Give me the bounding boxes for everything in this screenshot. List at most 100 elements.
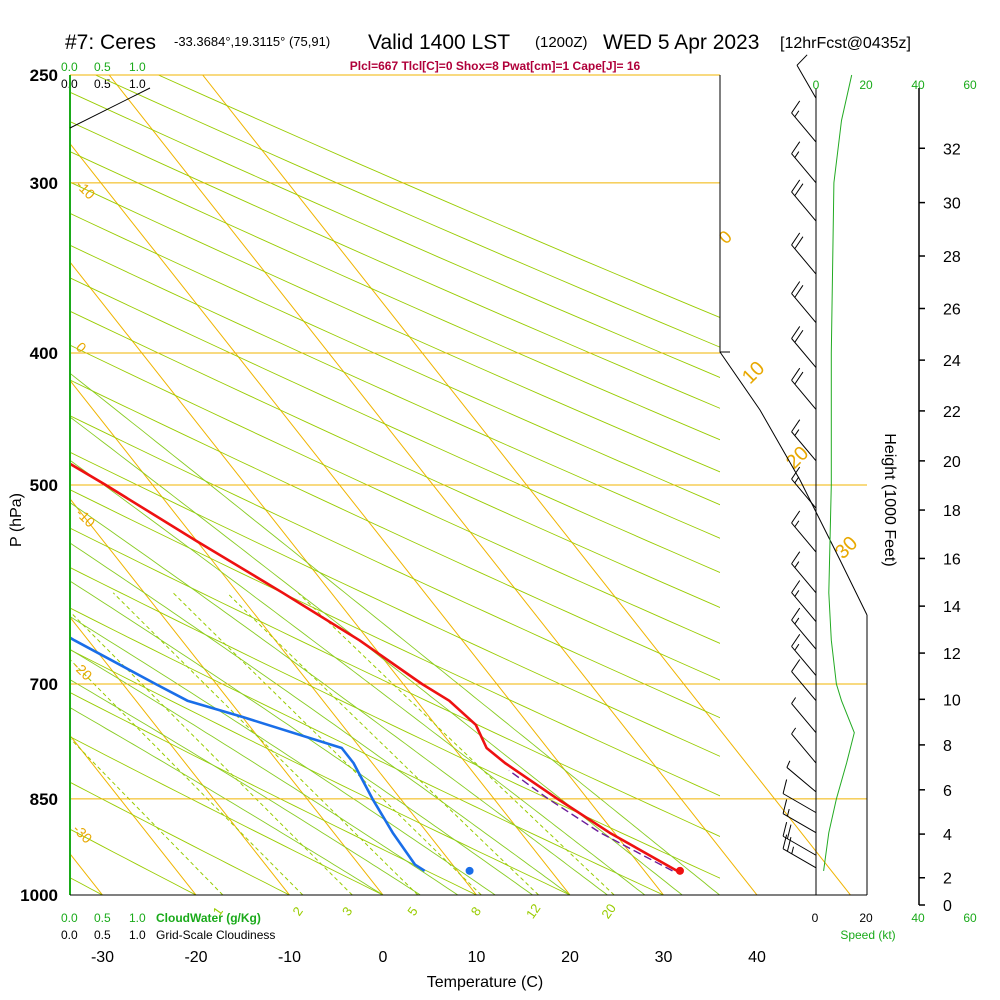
moist-adiabat xyxy=(70,580,533,895)
wind-barb xyxy=(791,367,817,410)
wind-barb-flag xyxy=(791,232,801,246)
cloudiness-label: Grid-Scale Cloudiness xyxy=(156,928,275,942)
speed-scale-bottom: 0 20 40 60 Speed (kt) xyxy=(812,911,977,942)
isotherm-line xyxy=(70,734,197,895)
bl-green-1: 0.5 xyxy=(94,911,111,925)
temperature-tick-label: 10 xyxy=(468,949,486,966)
wind-barb-half xyxy=(791,846,795,854)
dry-adiabat xyxy=(70,489,720,797)
mixing-ratio-label: 12 xyxy=(523,901,544,921)
wind-barb-flag xyxy=(794,183,804,197)
temperature-tick-label: 20 xyxy=(561,949,579,966)
wind-barb-staff xyxy=(782,793,817,814)
pressure-tick-label: 300 xyxy=(30,174,58,193)
wind-barb-staff xyxy=(791,671,817,702)
bl-black-0: 0.0 xyxy=(61,928,78,942)
station-coords: -33.3684°,19.3115° (75,91) xyxy=(174,34,330,49)
moist-adiabat xyxy=(70,542,571,895)
height-tick-label: 20 xyxy=(943,454,961,471)
wind-barb-half xyxy=(794,561,800,568)
wind-barb xyxy=(791,179,817,222)
dry-adiabat xyxy=(70,121,720,409)
wind-barb-half xyxy=(786,808,790,817)
moist-adiabat xyxy=(70,707,384,895)
stability-params: Plcl=667 Tlcl[C]=0 Shox=8 Pwat[cm]=1 Cap… xyxy=(350,59,641,73)
mixing-ratio-line xyxy=(70,737,224,895)
temperature-tick-label: -20 xyxy=(184,949,207,966)
zulu-time: (1200Z) xyxy=(535,34,588,51)
wind-barb-flag xyxy=(791,466,801,480)
wind-barb xyxy=(791,580,817,623)
wind-barb-flag xyxy=(791,326,801,339)
wind-barb xyxy=(782,821,817,856)
tl-green-2: 1.0 xyxy=(129,60,146,74)
dry-adiabat xyxy=(70,91,720,378)
wind-column xyxy=(782,54,855,871)
wind-barb-flag xyxy=(791,179,801,193)
height-tick-label: 28 xyxy=(943,249,961,266)
wind-barb-flag xyxy=(791,367,801,381)
height-tick-label: 30 xyxy=(943,196,961,213)
wind-barb-flag xyxy=(791,141,801,155)
height-tick-label: 6 xyxy=(943,783,952,800)
moist-adiabat xyxy=(70,679,421,895)
wind-barb xyxy=(782,834,817,869)
wind-barb-flag xyxy=(782,799,788,814)
mixing-ratio-line xyxy=(112,592,419,895)
wind-barb-flag xyxy=(794,329,804,343)
wind-barb-half xyxy=(791,697,797,704)
tl-green-1: 0.5 xyxy=(94,60,111,74)
wind-barb xyxy=(796,54,817,99)
wind-barb-flag xyxy=(782,779,788,794)
wind-barb-half xyxy=(794,520,800,528)
mixing-ratio-line xyxy=(70,610,353,895)
wind-barb xyxy=(786,760,817,793)
dry-adiabat xyxy=(70,344,720,644)
wind-barb-flag xyxy=(791,607,801,621)
dry-adiabat xyxy=(70,781,290,895)
wind-barb-staff xyxy=(791,478,817,509)
cloudwater-label: CloudWater (g/Kg) xyxy=(156,911,261,925)
isotherm-label: -20 xyxy=(70,658,96,684)
mixing-ratio-line xyxy=(226,592,539,895)
wind-barb xyxy=(791,697,817,733)
wind-barb-half xyxy=(794,643,800,651)
speed-bottom-40: 40 xyxy=(911,911,925,925)
wind-barb-flag xyxy=(786,824,792,839)
wind-barb-flag xyxy=(782,834,788,849)
dry-adiabat xyxy=(70,692,477,895)
wind-barb-staff xyxy=(791,293,817,323)
wind-barb xyxy=(791,141,817,184)
moist-adiabat xyxy=(70,459,646,895)
isotherm-label: -10 xyxy=(73,177,99,203)
wind-barb-staff xyxy=(791,703,817,733)
wind-barb-flag xyxy=(796,54,808,66)
valid-time: Valid 1400 LST xyxy=(368,31,510,54)
wind-barb-staff xyxy=(791,338,817,368)
speed-axis-label: Speed (kt) xyxy=(840,928,895,942)
wind-barb-flag xyxy=(794,236,804,250)
tl-black-1: 0.5 xyxy=(94,77,111,91)
wind-barb-flag xyxy=(794,285,804,298)
dry-adiabat xyxy=(70,181,720,473)
dry-adiabat xyxy=(70,151,720,441)
wind-barb-flag xyxy=(791,281,801,294)
wind-barb-flag xyxy=(791,419,801,433)
y-axis-label: P (hPa) xyxy=(8,493,25,547)
tl-green-0: 0.0 xyxy=(61,60,78,74)
mixing-ratio-line xyxy=(172,592,482,895)
height-tick-label: 8 xyxy=(943,738,952,755)
wind-barb-flag xyxy=(786,837,792,852)
valid-date: WED 5 Apr 2023 xyxy=(603,31,759,54)
wind-barb-staff xyxy=(791,522,817,553)
wind-barb-staff xyxy=(782,848,817,869)
isotherm-line xyxy=(70,616,290,895)
bottom-left-scale: 0.0 0.5 1.0 CloudWater (g/Kg) 0.0 0.5 1.… xyxy=(61,911,275,942)
dry-adiabat xyxy=(95,75,720,348)
temperature-tick-label: 40 xyxy=(748,949,766,966)
pressure-tick-label: 1000 xyxy=(20,886,58,905)
moist-adiabat xyxy=(70,502,608,895)
height-tick-label: 16 xyxy=(943,551,961,568)
